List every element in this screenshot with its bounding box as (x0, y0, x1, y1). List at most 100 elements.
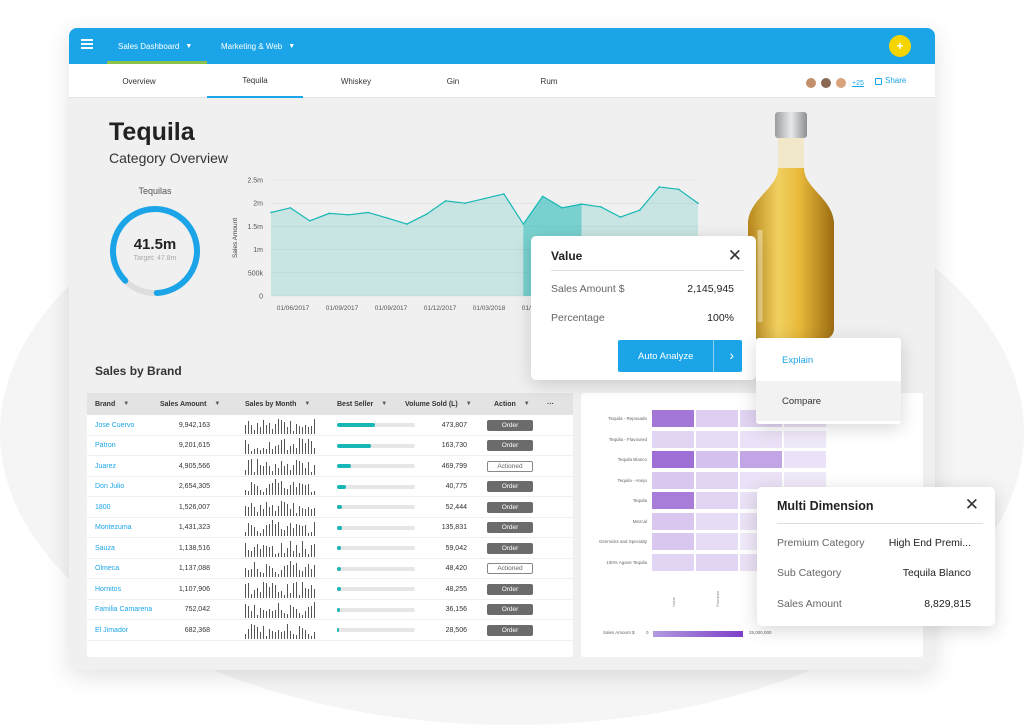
order-button[interactable]: Order (487, 481, 533, 492)
tab-whiskey[interactable]: Whiskey (340, 76, 372, 86)
table-row[interactable]: Jose Cuervo 9,942,163 473,807 Order (87, 415, 573, 436)
heatmap-cell[interactable] (651, 450, 695, 469)
tab-sales-dashboard[interactable]: Sales Dashboard ▼ (107, 28, 207, 64)
order-button[interactable]: Order (487, 440, 533, 451)
tab-overview[interactable]: Overview (122, 76, 156, 86)
table-row[interactable]: 1800 1,526,007 52,444 Order (87, 497, 573, 518)
heatmap-cell[interactable] (695, 532, 739, 551)
table-row[interactable]: Juarez 4,905,566 469,799 Actioned (87, 456, 573, 477)
heatmap-cell[interactable] (651, 470, 695, 490)
data-point[interactable] (328, 212, 331, 215)
data-point[interactable] (289, 207, 292, 209)
heatmap-cell[interactable] (783, 429, 827, 449)
more-horizontal-icon[interactable]: ··· (547, 400, 554, 408)
data-point[interactable] (270, 211, 272, 214)
auto-analyze-button[interactable]: Auto Analyze › (618, 340, 742, 372)
data-point[interactable] (580, 203, 583, 205)
heatmap-cell[interactable] (651, 429, 695, 449)
brand-link[interactable]: 1800 (95, 503, 111, 511)
column-header-action[interactable]: Action ▼ (494, 393, 550, 415)
order-button[interactable]: Order (487, 501, 533, 513)
brand-link[interactable]: El Jimador (95, 626, 129, 634)
table-row[interactable]: Patron 9,201,615 163,730 Order (87, 436, 573, 456)
heatmap-cell[interactable] (739, 450, 783, 469)
brand-link[interactable]: Juarez (95, 462, 117, 470)
data-point[interactable] (541, 195, 544, 198)
brand-link[interactable]: Olmeca (95, 565, 120, 572)
close-icon[interactable]: ✕ (727, 246, 742, 265)
data-point[interactable] (444, 200, 447, 202)
table-row[interactable]: Montezuma 1,431,323 135,831 Order (87, 518, 573, 538)
order-button[interactable]: Order (487, 542, 533, 554)
add-button[interactable]: + (889, 35, 911, 57)
brand-link[interactable]: Patron (95, 442, 116, 449)
tab-tequila[interactable]: Tequila (207, 64, 303, 98)
table-row[interactable]: El Jimador 682,368 28,506 Order (87, 620, 573, 641)
menu-item-explain[interactable]: Explain (782, 354, 814, 366)
heatmap-cell[interactable] (695, 470, 739, 490)
data-point[interactable] (483, 197, 486, 200)
heatmap-cell[interactable] (651, 491, 695, 510)
more-collaborators-link[interactable]: +25 (852, 79, 864, 87)
data-point[interactable] (406, 223, 408, 225)
data-point[interactable] (638, 209, 641, 211)
heatmap-cell[interactable] (651, 532, 695, 551)
brand-link[interactable]: Hornitos (95, 585, 122, 593)
column-header-sales-by-month[interactable]: Sales by Month ▼ (245, 393, 325, 415)
collaborators[interactable]: +25 (805, 77, 864, 89)
heatmap-cell[interactable] (651, 409, 695, 428)
table-row[interactable]: Don Julio 2,654,305 40,775 Order (87, 477, 573, 497)
brand-link[interactable]: Familia Camarena (95, 606, 153, 613)
table-row[interactable]: Olmeca 1,137,088 48,420 Actioned (87, 559, 573, 579)
data-point[interactable] (658, 186, 660, 188)
data-point[interactable] (503, 193, 505, 195)
menu-item-compare[interactable]: Compare (756, 381, 901, 421)
heatmap-cell[interactable] (695, 429, 739, 449)
data-point[interactable] (697, 202, 699, 204)
column-header-brand[interactable]: Brand ▼ (95, 393, 157, 415)
table-row[interactable]: Familia Camarena 752,042 36,156 Order (87, 600, 573, 620)
brand-link[interactable]: Sauza (95, 544, 115, 552)
data-point[interactable] (522, 223, 525, 225)
column-header-volume-sold[interactable]: Volume Sold (L) ▼ (405, 393, 483, 415)
data-point[interactable] (425, 213, 428, 216)
data-point[interactable] (677, 188, 680, 191)
order-button[interactable]: Order (487, 522, 533, 533)
tab-gin[interactable]: Gin (446, 76, 460, 86)
data-point[interactable] (464, 202, 466, 204)
data-point[interactable] (347, 214, 350, 216)
table-row[interactable]: Hornitos 1,107,906 48,255 Order (87, 579, 573, 600)
share-button[interactable]: Share (875, 76, 906, 85)
brand-link[interactable]: Montezuma (95, 524, 132, 531)
data-point[interactable] (367, 211, 369, 214)
column-header-sales-amount[interactable]: Sales Amount ▼ (160, 393, 232, 415)
data-point[interactable] (600, 206, 602, 208)
data-point[interactable] (309, 220, 311, 222)
heatmap-cell[interactable] (695, 552, 739, 572)
data-point[interactable] (386, 217, 389, 219)
order-button[interactable]: Order (487, 419, 533, 431)
heatmap-cell[interactable] (783, 450, 827, 469)
data-point[interactable] (561, 207, 563, 209)
heatmap-cell[interactable] (695, 491, 739, 510)
order-button[interactable]: Order (487, 624, 533, 636)
table-row[interactable]: Sauza 1,138,516 59,042 Order (87, 538, 573, 559)
hamburger-menu-icon[interactable] (81, 39, 93, 49)
heatmap-cell[interactable] (695, 409, 739, 428)
heatmap-cell[interactable] (695, 450, 739, 469)
heatmap-cell[interactable] (651, 552, 695, 572)
tab-marketing-web[interactable]: Marketing & Web ▼ (215, 28, 315, 64)
close-icon[interactable]: ✕ (964, 495, 979, 514)
data-point[interactable] (619, 216, 622, 218)
column-header-best-seller[interactable]: Best Seller ▼ (337, 393, 405, 415)
brand-link[interactable]: Jose Cuervo (95, 421, 135, 429)
order-button[interactable]: Order (487, 583, 533, 595)
tab-rum[interactable]: Rum (540, 76, 558, 86)
heatmap-cell[interactable] (695, 511, 739, 531)
actioned-badge[interactable]: Actioned (487, 563, 533, 574)
order-button[interactable]: Order (487, 604, 533, 615)
heatmap-cell[interactable] (739, 429, 783, 449)
actioned-badge[interactable]: Actioned (487, 460, 533, 472)
heatmap-cell[interactable] (651, 511, 695, 531)
brand-link[interactable]: Don Julio (95, 483, 125, 490)
